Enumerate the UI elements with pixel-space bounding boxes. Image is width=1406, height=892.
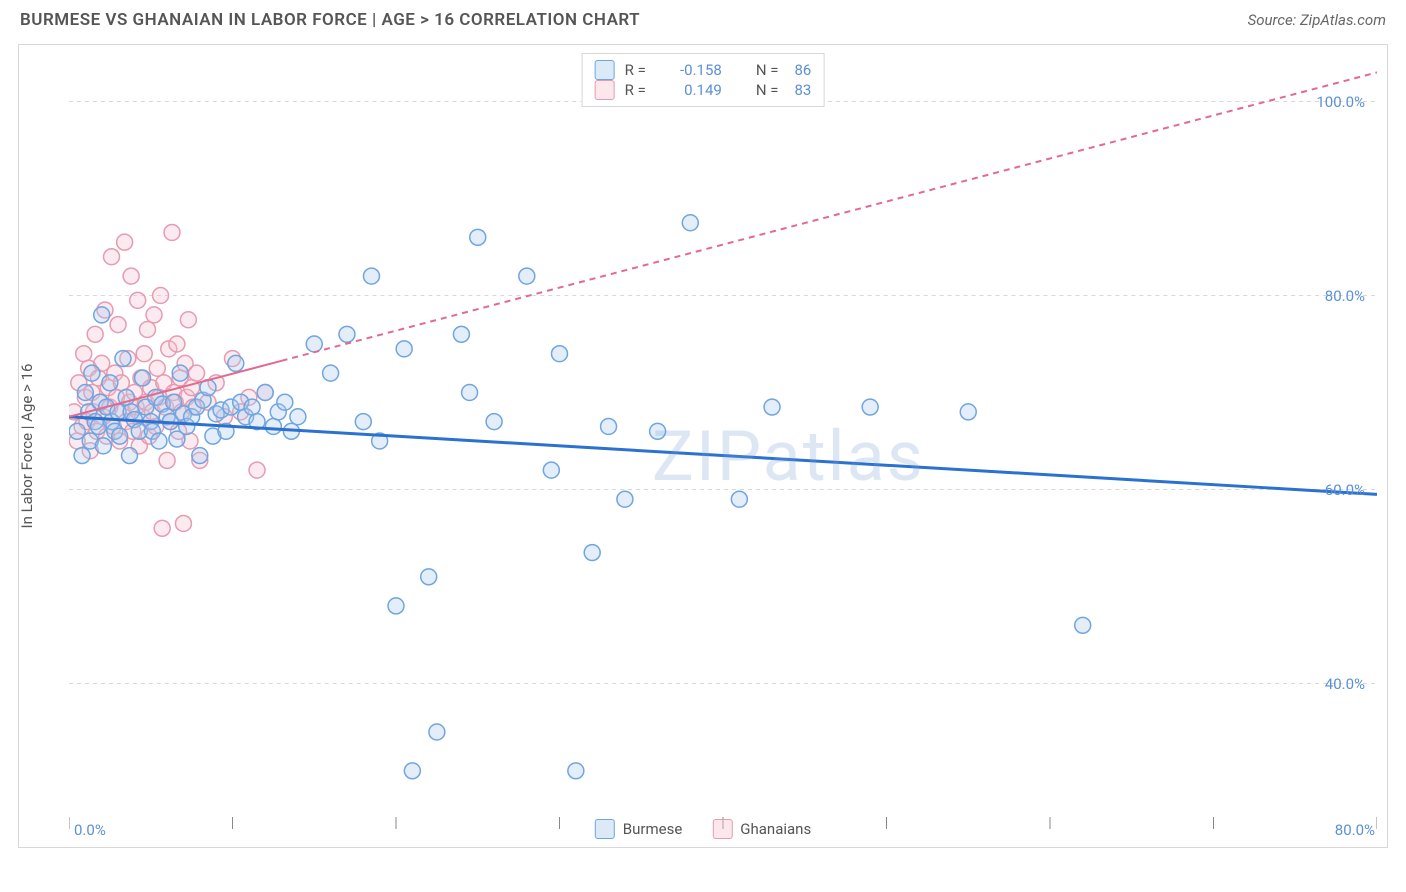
plot-area: ZIPatlas 40.0%60.0%80.0%100.0% bbox=[69, 53, 1377, 829]
legend-label: Ghanaians bbox=[740, 820, 811, 838]
legend-swatch bbox=[595, 819, 615, 839]
x-tick-label: 0.0% bbox=[74, 821, 106, 839]
legend-label: Burmese bbox=[623, 820, 683, 838]
legend-item: Burmese bbox=[595, 819, 683, 839]
n-label: N = bbox=[756, 81, 779, 99]
legend-row: R = -0.158 N = 86 bbox=[595, 60, 812, 80]
scatter-plot-svg bbox=[69, 53, 1377, 829]
source-label: Source: ZipAtlas.com bbox=[1248, 11, 1386, 29]
legend-swatch bbox=[595, 60, 615, 80]
series-legend: Burmese Ghanaians bbox=[595, 819, 811, 839]
legend-item: Ghanaians bbox=[712, 819, 811, 839]
legend-swatch bbox=[595, 80, 615, 100]
n-value: 86 bbox=[794, 61, 811, 79]
r-label: R = bbox=[625, 61, 646, 79]
y-axis-label: In Labor Force | Age > 16 bbox=[18, 364, 36, 529]
r-value: 0.149 bbox=[662, 81, 722, 99]
r-value: -0.158 bbox=[662, 61, 722, 79]
chart-frame: In Labor Force | Age > 16 R = -0.158 N =… bbox=[18, 44, 1388, 848]
chart-title: BURMESE VS GHANAIAN IN LABOR FORCE | AGE… bbox=[20, 10, 640, 30]
correlation-legend: R = -0.158 N = 86 R = 0.149 N = 83 bbox=[582, 53, 825, 107]
r-label: R = bbox=[625, 81, 646, 99]
x-tick-label: 80.0% bbox=[1335, 821, 1375, 839]
legend-row: R = 0.149 N = 83 bbox=[595, 80, 812, 100]
legend-swatch bbox=[712, 819, 732, 839]
n-label: N = bbox=[756, 61, 779, 79]
n-value: 83 bbox=[794, 81, 811, 99]
